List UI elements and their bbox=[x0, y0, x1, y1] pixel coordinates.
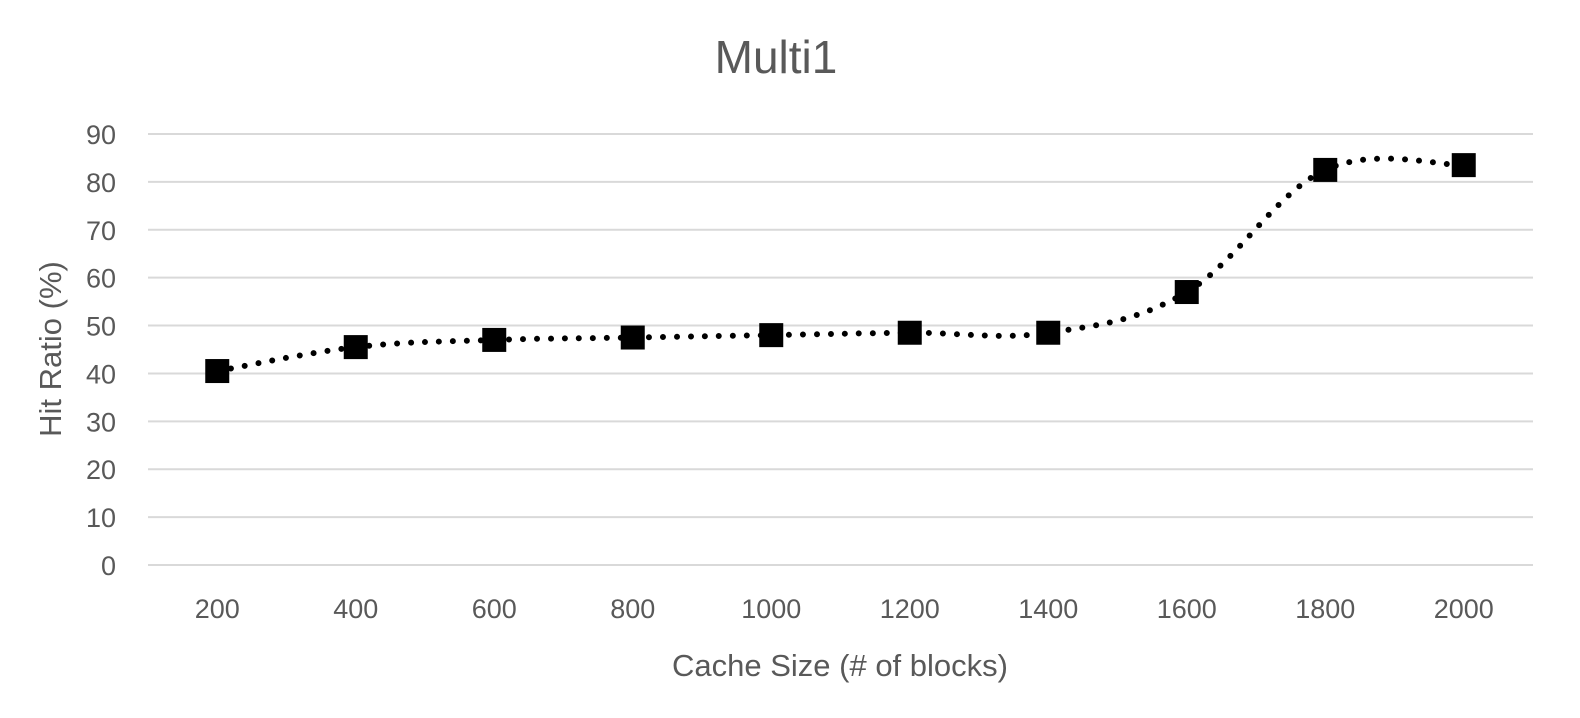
data-point-2000 bbox=[1451, 153, 1476, 178]
data-point-1400 bbox=[1036, 320, 1061, 345]
y-tick-label: 0 bbox=[101, 551, 116, 581]
y-tick-label: 40 bbox=[86, 359, 116, 389]
x-tick-label: 1000 bbox=[741, 594, 801, 624]
data-point-1200 bbox=[897, 320, 922, 345]
data-point-200 bbox=[205, 359, 230, 384]
y-tick-label: 90 bbox=[86, 120, 116, 150]
x-tick-label: 400 bbox=[333, 594, 378, 624]
x-tick-label: 800 bbox=[610, 594, 655, 624]
data-point-1800 bbox=[1313, 157, 1338, 182]
x-axis-ticks: 200 400 600 800 1000 1200 1400 1600 1800 2000 bbox=[195, 594, 1494, 624]
chart-title: Multi1 bbox=[715, 31, 838, 83]
data-point-1000 bbox=[759, 323, 784, 348]
x-axis-title: Cache Size (# of blocks) bbox=[672, 648, 1008, 683]
x-tick-label: 1800 bbox=[1295, 594, 1355, 624]
data-point-800 bbox=[620, 325, 645, 350]
data-point-600 bbox=[482, 327, 507, 352]
y-axis-ticks: 0 10 20 30 40 50 60 70 80 90 bbox=[86, 120, 116, 581]
x-tick-label: 1600 bbox=[1157, 594, 1217, 624]
y-tick-label: 60 bbox=[86, 264, 116, 294]
series-group bbox=[205, 153, 1476, 384]
data-point-400 bbox=[343, 335, 368, 360]
y-axis-title: Hit Ratio (%) bbox=[33, 261, 68, 437]
y-tick-label: 10 bbox=[86, 503, 116, 533]
series-line-0 bbox=[214, 155, 1467, 375]
y-tick-label: 80 bbox=[86, 168, 116, 198]
x-tick-label: 2000 bbox=[1434, 594, 1494, 624]
x-tick-label: 200 bbox=[195, 594, 240, 624]
y-tick-label: 20 bbox=[86, 455, 116, 485]
y-tick-label: 70 bbox=[86, 216, 116, 246]
x-tick-label: 1400 bbox=[1018, 594, 1078, 624]
data-point-1600 bbox=[1174, 280, 1199, 305]
y-tick-label: 50 bbox=[86, 312, 116, 342]
gridlines bbox=[148, 133, 1533, 566]
x-tick-label: 600 bbox=[472, 594, 517, 624]
x-tick-label: 1200 bbox=[880, 594, 940, 624]
y-tick-label: 30 bbox=[86, 407, 116, 437]
